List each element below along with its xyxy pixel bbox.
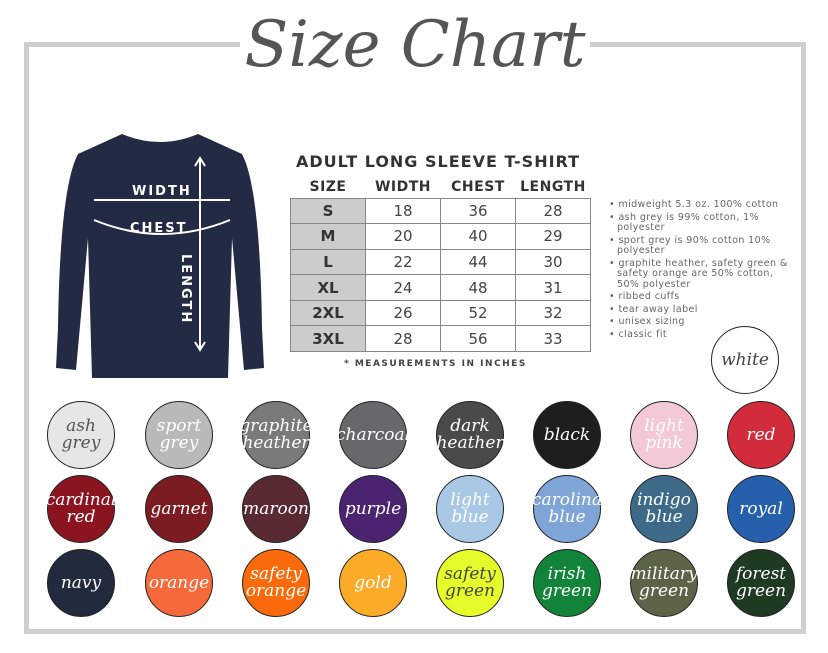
color-swatch: indigo blue <box>630 475 698 543</box>
width-label: WIDTH <box>132 184 192 199</box>
color-swatch: graphite heather <box>239 401 313 469</box>
table-cell: 30 <box>515 248 591 276</box>
feature-item: classic fit <box>609 329 794 341</box>
table-cell: 31 <box>515 274 591 301</box>
table-cell: 20 <box>365 223 441 250</box>
table-cell: 56 <box>440 325 516 353</box>
table-row: M 20 40 29 <box>290 223 591 250</box>
feature-item: graphite heather, safety green & safety … <box>609 258 794 291</box>
table-cell: S <box>290 197 366 225</box>
table-cell: 32 <box>515 299 591 327</box>
color-swatch: military green <box>630 549 698 617</box>
measurement-note: * MEASUREMENTS IN INCHES <box>344 359 527 369</box>
table-cell: 40 <box>440 223 516 250</box>
feature-item: midweight 5.3 oz. 100% cotton <box>609 199 794 211</box>
color-swatch: navy <box>47 549 115 617</box>
table-cell: XL <box>290 274 366 301</box>
feature-item: unisex sizing <box>609 316 794 328</box>
color-swatch: ash grey <box>47 401 115 469</box>
table-cell: 3XL <box>290 325 366 353</box>
color-swatch: cardinal red <box>46 475 116 543</box>
table-cell: M <box>290 223 366 250</box>
color-swatch: white <box>711 326 779 394</box>
color-swatch: charcoal <box>336 401 410 469</box>
column-header: LENGTH <box>520 178 586 195</box>
color-swatch: royal <box>727 475 795 543</box>
feature-item: sport grey is 90% cotton 10% polyester <box>609 235 794 257</box>
table-cell: 29 <box>515 223 591 250</box>
table-row: L 22 44 30 <box>290 248 591 276</box>
table-cell: 44 <box>440 248 516 276</box>
table-cell: 2XL <box>290 299 366 327</box>
table-cell: 18 <box>365 197 441 225</box>
color-swatch: forest green <box>727 549 795 617</box>
color-swatch: light pink <box>630 401 698 469</box>
color-swatch: irish green <box>533 549 601 617</box>
table-title: ADULT LONG SLEEVE T-SHIRT <box>296 152 581 171</box>
table-cell: 28 <box>515 197 591 225</box>
color-swatch: orange <box>145 549 213 617</box>
size-table: SIZE WIDTH CHEST LENGTH S 18 36 28 M 20 40 29 L 22 44 3… <box>290 176 591 353</box>
chest-label: CHEST <box>130 221 188 236</box>
color-swatch: safety orange <box>242 549 310 617</box>
color-swatch: light blue <box>436 475 504 543</box>
table-cell: 33 <box>515 325 591 353</box>
column-header: WIDTH <box>374 178 432 195</box>
color-swatch: garnet <box>145 475 213 543</box>
color-swatch: dark heather <box>436 401 504 469</box>
column-header: SIZE <box>309 178 347 195</box>
length-label: LENGTH <box>178 254 193 324</box>
table-cell: 24 <box>365 274 441 301</box>
feature-list: midweight 5.3 oz. 100% cottonash grey is… <box>609 199 794 342</box>
color-swatch: safety green <box>436 549 504 617</box>
shirt-illustration: WIDTH CHEST LENGTH <box>56 134 264 378</box>
page-title: Size Chart <box>240 0 590 90</box>
table-cell: 36 <box>440 197 516 225</box>
color-swatch: purple <box>339 475 407 543</box>
table-cell: 26 <box>365 299 441 327</box>
table-cell: 22 <box>365 248 441 276</box>
table-row: S 18 36 28 <box>290 197 591 225</box>
color-swatch: sport grey <box>145 401 213 469</box>
table-cell: L <box>290 248 366 276</box>
color-swatch: black <box>533 401 601 469</box>
table-cell: 48 <box>440 274 516 301</box>
table-row: 2XL 26 52 32 <box>290 299 591 327</box>
table-row: XL 24 48 31 <box>290 274 591 301</box>
color-swatch: carolina blue <box>532 475 602 543</box>
feature-item: ribbed cuffs <box>609 291 794 303</box>
table-cell: 28 <box>365 325 441 353</box>
feature-item: tear away label <box>609 304 794 316</box>
color-swatch: gold <box>339 549 407 617</box>
column-header: CHEST <box>451 178 505 195</box>
color-swatch: red <box>727 401 795 469</box>
color-swatch: maroon <box>242 475 310 543</box>
table-cell: 52 <box>440 299 516 327</box>
table-row: 3XL 28 56 33 <box>290 325 591 353</box>
feature-item: ash grey is 99% cotton, 1% polyester <box>609 212 794 234</box>
